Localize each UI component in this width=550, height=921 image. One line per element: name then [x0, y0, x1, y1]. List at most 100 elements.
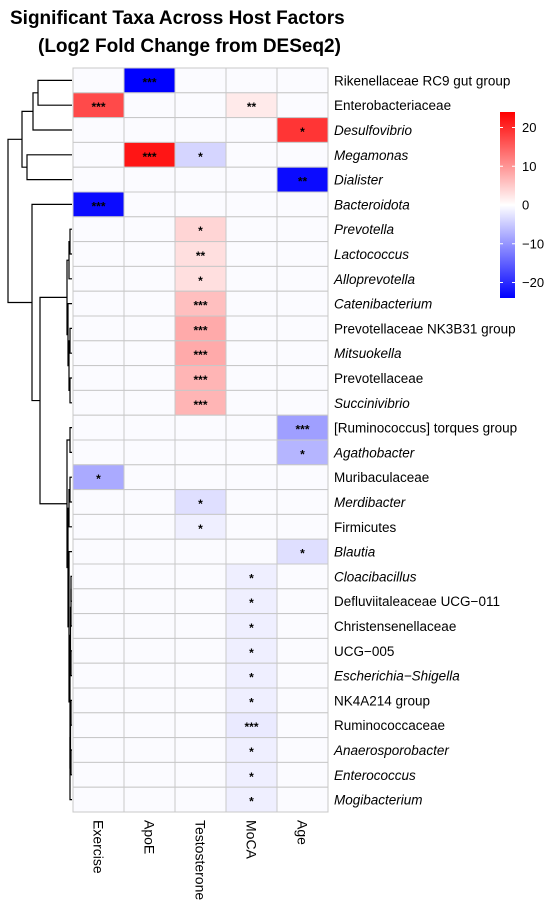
heatmap-cell [277, 663, 328, 688]
row-label: [Ruminococcus] torques group [334, 421, 517, 436]
heatmap-cell [175, 787, 226, 812]
significance-label: *** [193, 299, 207, 313]
column-label: Testosterone [193, 820, 209, 900]
heatmap-cell [226, 242, 277, 267]
heatmap-cell [175, 638, 226, 663]
color-legend: 20 10 0 −10 −20 [500, 112, 544, 298]
significance-label: ** [298, 175, 308, 189]
significance-label: * [198, 274, 203, 288]
row-labels: Rikenellaceae RC9 gut group Enterobacteri… [333, 73, 517, 807]
significance-label: * [198, 497, 203, 511]
chart-title-line2: (Log2 Fold Change from DESeq2) [38, 36, 341, 57]
row-label: Christensenellaceae [334, 619, 456, 634]
row-label: Rikenellaceae RC9 gut group [334, 73, 510, 88]
row-label: Megamonas [334, 148, 409, 163]
legend-tick-label: 20 [522, 120, 536, 135]
significance-label: *** [142, 75, 156, 89]
heatmap-cell [277, 688, 328, 713]
heatmap-cell [124, 564, 175, 589]
heatmap-cell [73, 440, 124, 465]
significance-label: * [198, 224, 203, 238]
heatmap-cell [277, 738, 328, 763]
significance-label: ** [247, 100, 257, 114]
heatmap-cell [175, 465, 226, 490]
heatmap-cell [175, 738, 226, 763]
heatmap-cell [124, 366, 175, 391]
significance-label: * [249, 596, 254, 610]
heatmap-cell [226, 266, 277, 291]
row-label: Desulfovibrio [334, 123, 413, 138]
heatmap-cell [124, 341, 175, 366]
heatmap-cell [277, 93, 328, 118]
significance-label: * [249, 646, 254, 660]
heatmap-cell [124, 738, 175, 763]
row-label: Bacteroidota [334, 197, 410, 212]
heatmap-cell [175, 440, 226, 465]
heatmap-cell [124, 118, 175, 143]
heatmap-cell [226, 167, 277, 192]
heatmap-cell [226, 291, 277, 316]
heatmap-cell [73, 738, 124, 763]
significance-label: * [249, 621, 254, 635]
heatmap-cell [73, 713, 124, 738]
heatmap-cell [124, 589, 175, 614]
heatmap-cell [277, 787, 328, 812]
row-label: Prevotellaceae [334, 371, 423, 386]
row-label: Dialister [334, 173, 383, 188]
heatmap-cell [277, 465, 328, 490]
heatmap-cell [73, 341, 124, 366]
heatmap-cell [124, 316, 175, 341]
heatmap-cell [73, 242, 124, 267]
row-label: Muribaculaceae [334, 470, 429, 485]
column-label: ApoE [142, 820, 158, 854]
heatmap-cell [175, 688, 226, 713]
heatmap-cell [73, 366, 124, 391]
row-label: Prevotella [334, 222, 395, 237]
row-label: Succinivibrio [334, 396, 410, 411]
heatmap-cell [124, 688, 175, 713]
heatmap-cell [175, 167, 226, 192]
heatmap-cell [73, 68, 124, 93]
heatmap-cell [73, 291, 124, 316]
significance-label: *** [244, 720, 258, 734]
row-label: UCG−005 [334, 644, 394, 659]
heatmap-cell [73, 539, 124, 564]
heatmap-cell [226, 490, 277, 515]
heatmap-cell [277, 242, 328, 267]
heatmap-cell [124, 390, 175, 415]
heatmap-cell [73, 564, 124, 589]
significance-label: * [249, 671, 254, 685]
heatmap-cell [73, 614, 124, 639]
row-label: Enterococcus [334, 768, 416, 783]
heatmap-cell [124, 514, 175, 539]
heatmap-cell [277, 390, 328, 415]
row-label: Enterobacteriaceae [334, 98, 451, 113]
heatmap-cell [73, 688, 124, 713]
heatmap-cell [226, 142, 277, 167]
heatmap-cell [124, 217, 175, 242]
column-label: Exercise [91, 820, 107, 874]
heatmap-cell [73, 316, 124, 341]
heatmap-cell [124, 465, 175, 490]
significance-label: * [300, 125, 305, 139]
heatmap-cell [226, 539, 277, 564]
heatmap-cell [175, 614, 226, 639]
heatmap-cell [124, 291, 175, 316]
row-label: Mogibacterium [334, 793, 423, 808]
heatmap-cell [277, 490, 328, 515]
heatmap-cell [277, 217, 328, 242]
heatmap-cell [226, 440, 277, 465]
row-label: Anaerosporobacter [333, 743, 449, 758]
significance-label: * [249, 571, 254, 585]
significance-label: *** [193, 398, 207, 412]
heatmap-cell [226, 415, 277, 440]
heatmap-cell [277, 266, 328, 291]
row-label: Ruminococcaceae [334, 718, 445, 733]
heatmap-cell [226, 316, 277, 341]
significance-label: *** [91, 100, 105, 114]
heatmap-cell [277, 192, 328, 217]
heatmap-cell [124, 192, 175, 217]
row-label: Merdibacter [334, 495, 406, 510]
heatmap-cell [73, 266, 124, 291]
